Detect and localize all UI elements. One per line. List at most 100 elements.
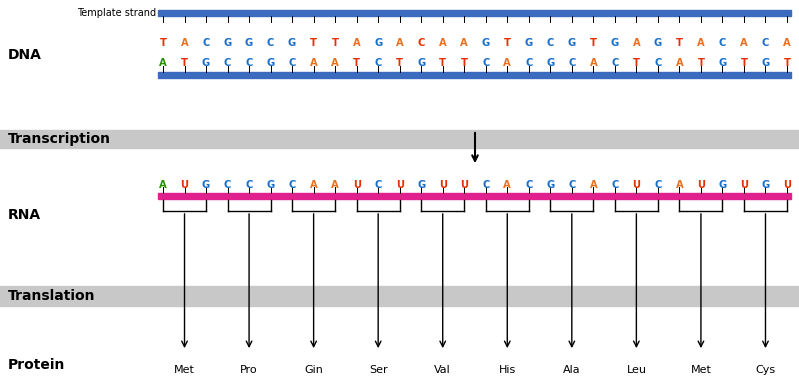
- Text: U: U: [697, 180, 705, 190]
- Text: G: G: [525, 38, 533, 48]
- Text: G: G: [547, 58, 555, 68]
- Text: G: G: [374, 38, 382, 48]
- Text: A: A: [740, 38, 748, 48]
- Text: C: C: [224, 180, 231, 190]
- Text: T: T: [590, 38, 597, 48]
- Text: C: C: [654, 180, 662, 190]
- Text: C: C: [267, 38, 274, 48]
- Text: G: G: [417, 58, 425, 68]
- Text: G: G: [202, 58, 210, 68]
- Text: G: G: [245, 38, 253, 48]
- Text: A: A: [503, 58, 511, 68]
- Text: DNA: DNA: [8, 48, 42, 62]
- Text: C: C: [288, 58, 296, 68]
- Text: G: G: [718, 58, 726, 68]
- Text: G: G: [482, 38, 490, 48]
- Text: Translation: Translation: [8, 289, 96, 303]
- Bar: [0, 286, 799, 306]
- Text: G: G: [761, 58, 769, 68]
- Text: C: C: [288, 180, 296, 190]
- Text: A: A: [439, 38, 447, 48]
- Text: Leu: Leu: [626, 365, 646, 375]
- Text: A: A: [396, 38, 403, 48]
- Text: Val: Val: [435, 365, 451, 375]
- Text: G: G: [417, 180, 425, 190]
- Text: G: G: [718, 180, 726, 190]
- Text: C: C: [761, 38, 769, 48]
- Text: A: A: [332, 58, 339, 68]
- Text: A: A: [675, 58, 683, 68]
- Text: A: A: [590, 180, 597, 190]
- Text: G: G: [266, 58, 275, 68]
- Text: U: U: [396, 180, 403, 190]
- Text: U: U: [439, 180, 447, 190]
- Text: C: C: [482, 180, 490, 190]
- Text: C: C: [245, 180, 252, 190]
- Text: Cys: Cys: [755, 365, 776, 375]
- Text: A: A: [633, 38, 640, 48]
- Text: A: A: [590, 58, 597, 68]
- Text: A: A: [697, 38, 705, 48]
- Text: T: T: [439, 58, 446, 68]
- Text: G: G: [266, 180, 275, 190]
- Text: U: U: [632, 180, 640, 190]
- Text: A: A: [503, 180, 511, 190]
- Text: T: T: [181, 58, 188, 68]
- Text: A: A: [783, 38, 791, 48]
- Text: A: A: [159, 58, 167, 68]
- Text: C: C: [525, 180, 532, 190]
- Text: A: A: [159, 180, 167, 190]
- Text: U: U: [460, 180, 468, 190]
- Text: T: T: [784, 58, 790, 68]
- Text: G: G: [761, 180, 769, 190]
- Text: T: T: [676, 38, 683, 48]
- Text: C: C: [654, 58, 662, 68]
- Text: A: A: [332, 180, 339, 190]
- Text: C: C: [482, 58, 490, 68]
- Text: A: A: [181, 38, 189, 48]
- Text: C: C: [547, 38, 554, 48]
- Text: C: C: [611, 180, 618, 190]
- Text: C: C: [375, 180, 382, 190]
- Text: Template strand: Template strand: [77, 8, 156, 18]
- Text: T: T: [332, 38, 339, 48]
- Text: A: A: [310, 58, 317, 68]
- Text: Met: Met: [174, 365, 195, 375]
- Text: A: A: [460, 38, 468, 48]
- Text: Pro: Pro: [240, 365, 258, 375]
- Text: C: C: [224, 58, 231, 68]
- Text: G: G: [202, 180, 210, 190]
- Text: RNA: RNA: [8, 208, 41, 222]
- Text: G: G: [547, 180, 555, 190]
- Text: Protein: Protein: [8, 358, 66, 372]
- Text: C: C: [611, 58, 618, 68]
- Text: T: T: [396, 58, 403, 68]
- Bar: [158, 72, 791, 78]
- Text: Transcription: Transcription: [8, 132, 111, 146]
- Bar: [158, 193, 791, 199]
- Text: C: C: [568, 58, 575, 68]
- Text: Gin: Gin: [304, 365, 323, 375]
- Text: A: A: [675, 180, 683, 190]
- Text: Ser: Ser: [369, 365, 388, 375]
- Text: T: T: [160, 38, 166, 48]
- Text: C: C: [525, 58, 532, 68]
- Text: C: C: [375, 58, 382, 68]
- Text: T: T: [504, 38, 511, 48]
- Text: T: T: [310, 38, 317, 48]
- Text: G: G: [610, 38, 619, 48]
- Text: T: T: [698, 58, 705, 68]
- Text: U: U: [181, 180, 189, 190]
- Text: U: U: [740, 180, 748, 190]
- Text: T: T: [633, 58, 640, 68]
- Text: A: A: [310, 180, 317, 190]
- Text: A: A: [353, 38, 360, 48]
- Text: G: G: [568, 38, 576, 48]
- Text: G: G: [288, 38, 296, 48]
- Text: Ala: Ala: [563, 365, 581, 375]
- Text: C: C: [568, 180, 575, 190]
- Text: U: U: [783, 180, 791, 190]
- Bar: [0, 130, 799, 148]
- Bar: [158, 10, 791, 16]
- Text: G: G: [654, 38, 662, 48]
